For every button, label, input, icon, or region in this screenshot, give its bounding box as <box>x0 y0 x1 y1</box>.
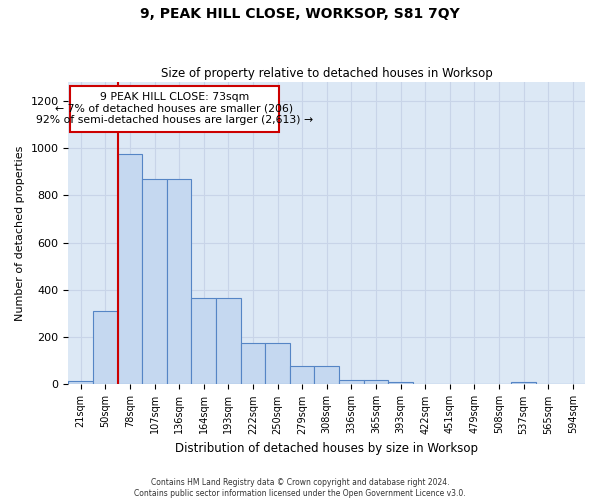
Bar <box>314 366 339 384</box>
Bar <box>216 298 241 384</box>
Text: 9, PEAK HILL CLOSE, WORKSOP, S81 7QY: 9, PEAK HILL CLOSE, WORKSOP, S81 7QY <box>140 8 460 22</box>
Bar <box>339 380 364 384</box>
Bar <box>142 179 167 384</box>
Bar <box>241 343 265 384</box>
FancyBboxPatch shape <box>70 86 279 132</box>
Y-axis label: Number of detached properties: Number of detached properties <box>15 146 25 321</box>
Bar <box>118 154 142 384</box>
Text: Contains HM Land Registry data © Crown copyright and database right 2024.
Contai: Contains HM Land Registry data © Crown c… <box>134 478 466 498</box>
Bar <box>191 298 216 384</box>
Bar <box>68 382 93 384</box>
Bar <box>93 311 118 384</box>
Bar <box>364 380 388 384</box>
Bar <box>388 382 413 384</box>
Bar <box>167 179 191 384</box>
Title: Size of property relative to detached houses in Worksop: Size of property relative to detached ho… <box>161 66 493 80</box>
Bar <box>290 366 314 384</box>
X-axis label: Distribution of detached houses by size in Worksop: Distribution of detached houses by size … <box>175 442 478 455</box>
Bar <box>265 343 290 384</box>
Bar <box>511 382 536 384</box>
Text: 9 PEAK HILL CLOSE: 73sqm
← 7% of detached houses are smaller (206)
92% of semi-d: 9 PEAK HILL CLOSE: 73sqm ← 7% of detache… <box>35 92 313 125</box>
